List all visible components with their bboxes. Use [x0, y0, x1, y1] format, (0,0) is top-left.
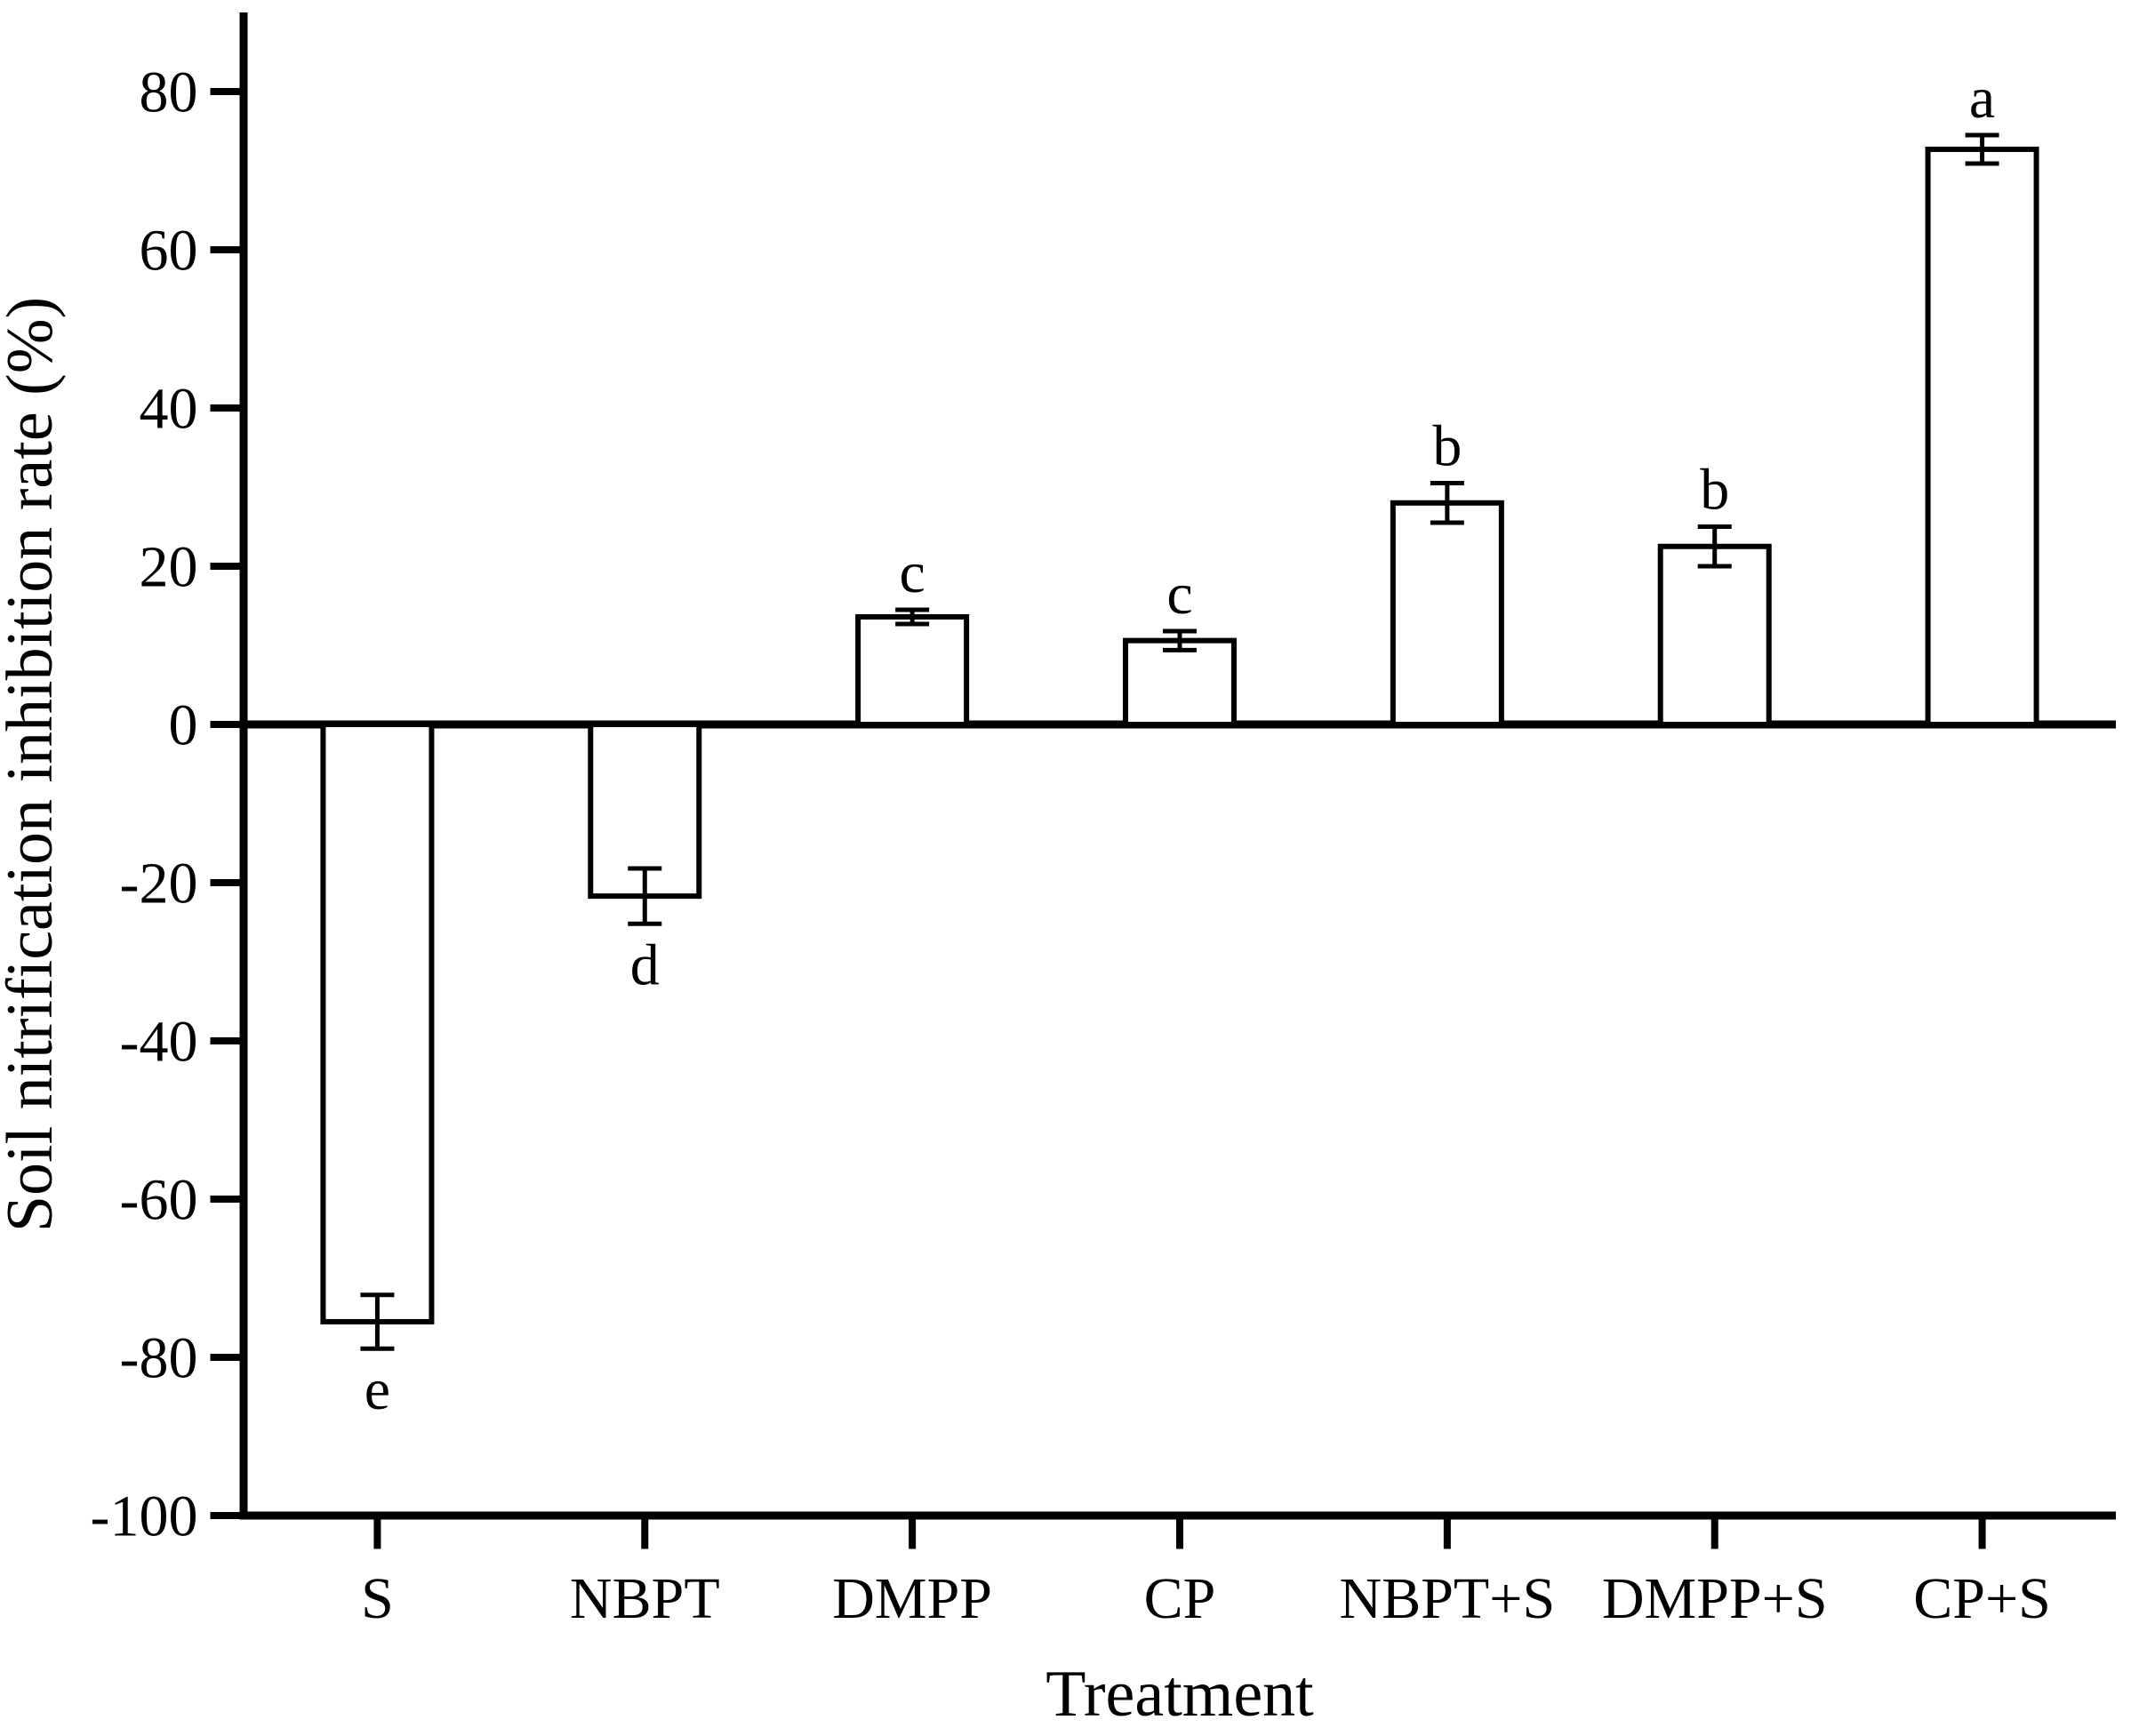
y-tick-label: 20: [140, 534, 198, 599]
x-category-label: NBPT: [570, 1566, 720, 1631]
x-category-label: CP: [1144, 1566, 1216, 1631]
sig-letter: c: [899, 540, 925, 605]
x-category-label: NBPT+S: [1340, 1566, 1556, 1631]
y-tick-label: 80: [140, 60, 198, 124]
sig-letter: c: [1166, 562, 1192, 627]
sig-letter: b: [1700, 458, 1729, 523]
x-category-label: DMPP+S: [1602, 1566, 1828, 1631]
y-axis-title: Soil nitrification inhibition rate (%): [0, 297, 67, 1232]
bar-nbpt-plus-s: [1390, 500, 1504, 727]
x-category-label: CP+S: [1913, 1566, 2051, 1631]
x-category-label: DMPP: [832, 1566, 992, 1631]
bar-s: [320, 722, 435, 1324]
bar-dmpp-plus-s: [1657, 543, 1772, 727]
sig-letter: d: [630, 932, 660, 997]
y-tick-label: 40: [140, 376, 198, 441]
bar-cp-plus-s: [1925, 146, 2039, 728]
y-tick-label: -60: [120, 1167, 198, 1232]
bar-dmpp: [855, 613, 970, 728]
y-tick-label: -100: [91, 1484, 198, 1548]
sig-letter: b: [1432, 414, 1462, 479]
y-tick-label: -40: [120, 1009, 198, 1074]
y-tick-label: -80: [120, 1325, 198, 1390]
sig-letter: a: [1969, 66, 1995, 131]
y-tick-label: -20: [120, 851, 198, 916]
sig-letter: e: [365, 1357, 390, 1422]
x-category-label: S: [361, 1566, 394, 1631]
y-tick-label: 0: [169, 692, 198, 757]
y-tick-label: 60: [140, 218, 198, 283]
chart-marks: -100 -80 -60 -40 -20 0 20 40 60 80 S NBPT DMPP CP NBPT…: [91, 12, 2116, 1631]
bar-cp: [1123, 637, 1237, 727]
x-axis-title: Treatment: [1045, 1658, 1314, 1731]
